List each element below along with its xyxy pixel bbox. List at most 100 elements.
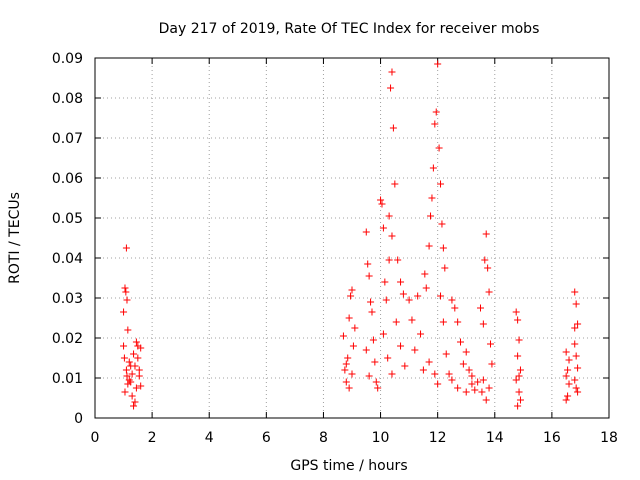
data-point [428,194,436,202]
data-point [429,164,437,172]
data-point [121,284,129,292]
data-point [465,366,473,374]
data-point [125,358,133,366]
data-point [362,228,370,236]
data-point [442,350,450,358]
data-point [419,366,427,374]
data-point [365,272,373,280]
data-point [438,220,446,228]
data-point [124,326,132,334]
data-point [397,342,405,350]
data-point [432,108,440,116]
data-point [485,384,493,392]
data-point [564,366,572,374]
data-point [374,384,382,392]
data-point [344,354,352,362]
data-point [571,340,579,348]
data-point [437,292,445,300]
data-point [381,278,389,286]
data-point [120,354,128,362]
data-point [399,290,407,298]
data-point [484,264,492,272]
data-point [345,314,353,322]
data-point [411,346,419,354]
data-point [387,84,395,92]
data-point [351,324,359,332]
x-tick-label: 4 [205,430,214,446]
data-point [474,378,482,386]
data-point [121,388,129,396]
data-point [488,360,496,368]
data-point [122,288,130,296]
data-point [348,370,356,378]
data-point [345,384,353,392]
data-point [516,366,524,374]
data-point [445,370,453,378]
data-point [365,372,373,380]
data-point [130,402,138,410]
data-point [459,360,467,368]
data-point [515,372,523,380]
data-point [515,336,523,344]
data-point [439,244,447,252]
data-point [127,362,135,370]
data-point [367,298,375,306]
gridlines [95,58,609,418]
data-point [462,348,470,356]
y-tick-label: 0.06 [52,171,83,187]
y-tick-label: 0.02 [52,331,83,347]
data-point [128,370,136,378]
y-tick-label: 0 [74,411,83,427]
data-point [378,200,386,208]
data-point [565,356,573,364]
data-point [342,360,350,368]
data-point [515,388,523,396]
data-point [394,256,402,264]
data-point [481,256,489,264]
data-point [123,372,131,380]
data-point [574,388,582,396]
y-tick-label: 0.09 [52,51,83,67]
data-point [131,398,139,406]
data-point [128,392,136,400]
data-point [123,296,131,304]
data-point [347,292,355,300]
data-point [425,242,433,250]
x-tick-label: 12 [429,430,447,446]
data-point [434,380,442,388]
data-point [405,296,413,304]
data-point [339,332,347,340]
data-point [516,396,524,404]
data-point [341,366,349,374]
data-point [462,388,470,396]
y-tick-label: 0.07 [52,131,83,147]
data-point [382,296,390,304]
data-point [130,350,138,358]
data-point [122,244,130,252]
data-points [120,60,582,410]
data-point [448,376,456,384]
data-point [132,338,140,346]
data-point [371,358,379,366]
data-point [384,354,392,362]
data-point [397,278,405,286]
y-tick-label: 0.05 [52,211,83,227]
data-point [514,402,522,410]
data-point [379,224,387,232]
data-point [477,304,484,312]
y-tick-label: 0.08 [52,91,83,107]
data-point [572,352,580,360]
data-point [124,380,132,388]
data-point [137,344,145,352]
data-point [571,324,579,332]
data-point [571,288,579,296]
data-point [389,124,397,132]
data-point [479,376,487,384]
data-point [562,348,570,356]
data-point [135,366,143,374]
data-point [571,376,579,384]
x-tick-label: 6 [262,430,271,446]
x-tick-label: 0 [91,430,100,446]
data-point [478,388,486,396]
